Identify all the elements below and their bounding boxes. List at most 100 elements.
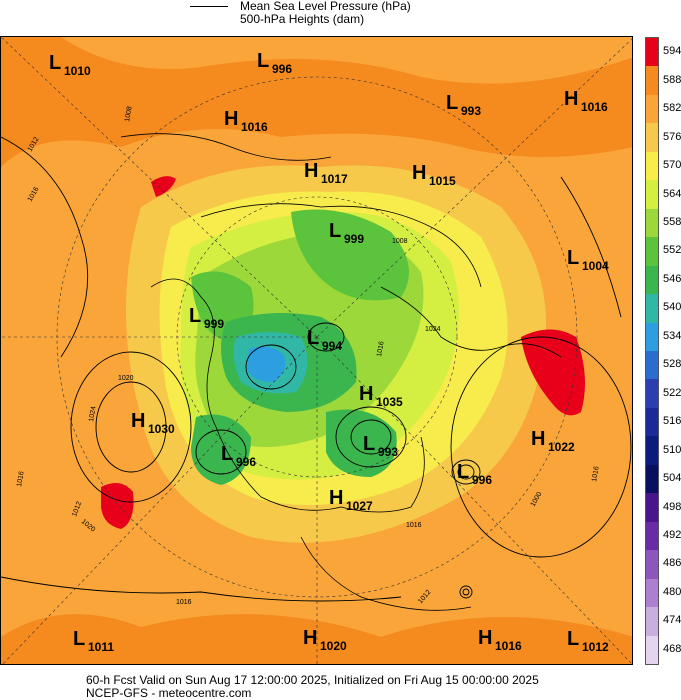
pressure-center-value: 1022: [548, 440, 575, 454]
isobar-label: 1016: [591, 466, 601, 483]
pressure-center-letter: H: [131, 410, 145, 432]
pressure-center-value: 1011: [88, 640, 114, 654]
colorbar-tick-label: 576: [663, 130, 681, 143]
ridge-594-siberia: [151, 176, 176, 197]
colorbar-swatch: [646, 151, 658, 181]
trough-pacific: [191, 414, 251, 485]
colorbar-swatch: [646, 464, 658, 494]
height-band-582-north: [61, 37, 632, 84]
colorbar-swatch: [646, 351, 658, 380]
colorbar-tick-label: 570: [663, 159, 681, 172]
isobar-label: 1016: [176, 599, 192, 606]
colorbar-tick-label: 510: [663, 443, 681, 456]
pressure-center-letter: L: [257, 50, 269, 72]
pressure-center-letter: L: [73, 628, 85, 650]
pressure-center-value: 1004: [582, 259, 609, 273]
colorbar-swatch: [646, 521, 658, 551]
pressure-center-value: 1016: [581, 100, 608, 114]
pressure-center-value: 999: [344, 232, 364, 246]
trough-east: [326, 409, 397, 477]
pressure-center-value: 1017: [321, 172, 348, 186]
colorbar-swatch: [646, 436, 658, 466]
trough-core-534: [247, 346, 286, 382]
pressure-center-value: 996: [472, 473, 492, 487]
pressure-center-letter: L: [307, 327, 319, 349]
isobar-label: 1012: [71, 501, 83, 518]
height-colorbar: [645, 37, 659, 665]
pressure-center-letter: L: [221, 443, 233, 465]
colorbar-tick-label: 474: [663, 614, 681, 627]
pressure-center-letter: L: [49, 52, 61, 74]
colorbar-tick-label: 534: [663, 329, 681, 342]
pressure-center-letter: H: [564, 88, 578, 110]
colorbar-tick-label: 522: [663, 386, 681, 399]
colorbar-swatch: [646, 237, 658, 267]
map-canvas: 1008 1012 1016 1008 1024 1020 1024 1016 …: [1, 37, 632, 664]
isobar-label: 1008: [124, 106, 134, 123]
colorbar-tick-label: 564: [663, 187, 681, 200]
isobar-label: 1008: [392, 238, 408, 245]
colorbar-tick-label: 588: [663, 73, 681, 86]
forecast-valid-text: 60-h Fcst Valid on Sun Aug 17 12:00:00 2…: [86, 673, 539, 687]
pressure-center-value: 1016: [495, 639, 522, 653]
pressure-center-value: 1030: [148, 422, 175, 436]
colorbar-tick-label: 540: [663, 301, 681, 314]
pressure-center-letter: H: [329, 487, 343, 509]
isobar-label: 1016: [16, 471, 26, 488]
pressure-center-value: 1027: [346, 499, 373, 513]
pressure-center-letter: H: [478, 627, 492, 649]
pressure-center-value: 999: [204, 317, 224, 331]
colorbar-tick-label: 498: [663, 500, 681, 513]
colorbar-swatch: [646, 38, 658, 67]
colorbar-tick-label: 516: [663, 415, 681, 428]
coastlines: [120, 133, 562, 611]
colorbar-tick-label: 480: [663, 585, 681, 598]
ridge-594-europe: [521, 329, 585, 416]
pressure-center-letter: H: [224, 108, 238, 130]
ridge-594-pacific: [101, 483, 134, 529]
isobar-label: 1020: [118, 375, 134, 382]
pressure-center-value: 1035: [376, 395, 403, 409]
colorbar-swatch: [646, 493, 658, 523]
colorbar-swatch: [646, 322, 658, 352]
colorbar-tick-label: 582: [663, 102, 681, 115]
pressure-center-value: 1012: [582, 640, 609, 654]
pressure-center-value: 996: [236, 455, 256, 469]
colorbar-tick-label: 468: [663, 642, 681, 655]
pressure-center-value: 994: [322, 339, 342, 353]
pressure-center-letter: H: [359, 383, 373, 405]
pressure-center-value: 1020: [320, 639, 347, 653]
isobar-label: 1016: [406, 522, 422, 529]
colorbar-tick-label: 492: [663, 528, 681, 541]
pressure-center-letter: L: [567, 247, 579, 269]
forecast-map: 1008 1012 1016 1008 1024 1020 1024 1016 …: [0, 36, 633, 665]
pressure-center-letter: L: [363, 433, 375, 455]
colorbar-tick-label: 504: [663, 472, 681, 485]
colorbar-tick-label: 558: [663, 215, 681, 228]
pressure-center-letter: L: [329, 220, 341, 242]
isobar-legend-line: [190, 6, 228, 7]
graticule: [1, 37, 632, 664]
colorbar-swatch: [646, 265, 658, 295]
isobars: [1, 136, 632, 602]
colorbar-swatch: [646, 635, 658, 665]
colorbar-swatch: [646, 180, 658, 210]
colorbar-swatch: [646, 66, 658, 96]
pressure-center-value: 993: [378, 445, 398, 459]
colorbar-tick-label: 486: [663, 557, 681, 570]
colorbar-swatch: [646, 607, 658, 637]
colorbar-tick-label: 528: [663, 358, 681, 371]
pressure-center-letter: H: [304, 160, 318, 182]
colorbar-tick-label: 546: [663, 272, 681, 285]
pressure-center-value: 996: [272, 62, 292, 76]
pressure-center-letter: L: [567, 628, 579, 650]
map-legend: Mean Sea Level Pressure (hPa) 500-hPa He…: [190, 0, 490, 32]
colorbar-swatch: [646, 407, 658, 437]
colorbar-swatch: [646, 550, 658, 580]
colorbar-swatch: [646, 208, 658, 238]
colorbar-tick-label: 552: [663, 244, 681, 257]
colorbar-swatch: [646, 379, 658, 409]
pressure-center-letter: H: [531, 428, 545, 450]
colorbar-swatch: [646, 94, 658, 124]
isobar-label: 1024: [425, 326, 441, 333]
